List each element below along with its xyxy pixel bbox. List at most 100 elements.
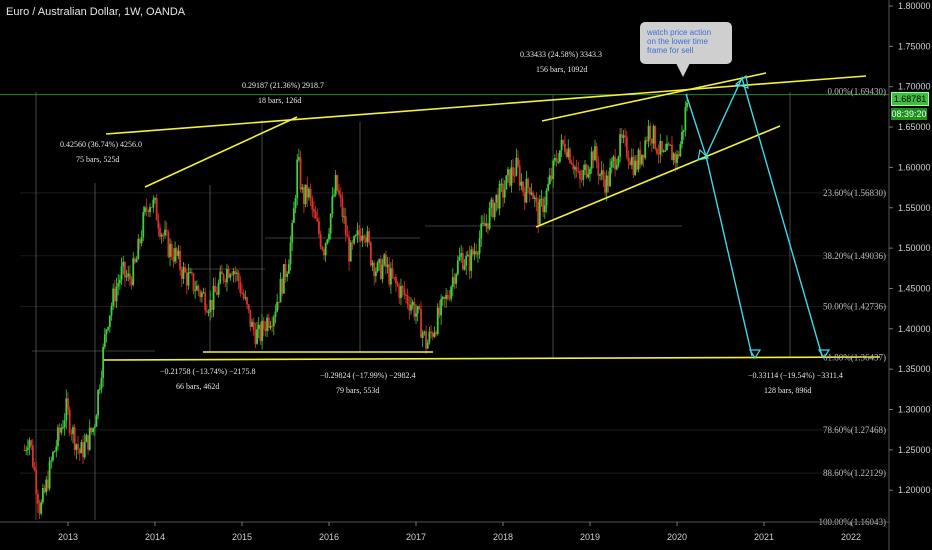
candle-body (455, 274, 458, 284)
candle-body (542, 198, 545, 213)
candle-body (605, 175, 608, 193)
candle-body (353, 236, 355, 244)
y-tick-label: 1.30000 (898, 405, 931, 415)
candle-body (406, 295, 409, 304)
y-tick-label: 1.75000 (898, 41, 931, 51)
candle-body (135, 259, 138, 263)
candle-body (170, 243, 173, 257)
candle-body (80, 442, 83, 454)
candle-body (401, 286, 404, 289)
candle-body (515, 157, 518, 176)
candle-body (52, 452, 54, 461)
candle-body (497, 194, 499, 209)
candle-body (93, 426, 96, 429)
projection-arrowhead (697, 148, 710, 161)
candle-body (33, 466, 36, 470)
candle-body (415, 313, 417, 317)
candle-body (291, 222, 294, 243)
candle-body (349, 242, 352, 262)
candle-body (520, 181, 523, 186)
candle-body (217, 283, 220, 295)
candle-body (490, 199, 493, 209)
candle-body (147, 210, 150, 213)
candle-body (682, 129, 685, 132)
candle-body (259, 324, 262, 342)
candle-body (326, 239, 329, 244)
candle-body (152, 199, 155, 208)
candle-body (256, 329, 258, 344)
callout-note[interactable]: watch price action on the lower time fra… (640, 22, 732, 64)
candle-body (420, 308, 422, 338)
candle-body (343, 216, 345, 218)
candle-body (282, 264, 285, 294)
candle-body (177, 250, 180, 257)
candle-body (269, 325, 272, 328)
candle-body (60, 427, 63, 433)
candle-body (35, 469, 38, 494)
candle-body (67, 398, 69, 410)
candle-body (547, 183, 550, 191)
candle-body (78, 448, 81, 454)
candle-body (47, 479, 49, 489)
candle-body (604, 179, 606, 193)
candle-body (189, 271, 192, 273)
candle-body (313, 209, 315, 212)
candle-body (333, 194, 335, 197)
candle-body (98, 388, 101, 391)
candle-body (145, 207, 148, 211)
candle-body (535, 197, 538, 203)
candle-body (528, 187, 531, 195)
candle-body (460, 253, 463, 257)
candle-body (465, 256, 468, 266)
candle-body (579, 171, 581, 179)
candle-body (543, 205, 546, 213)
candle-body (466, 254, 469, 257)
candle-body (408, 303, 411, 311)
candle-body (57, 427, 59, 447)
candle-body (184, 267, 187, 273)
candle-body (512, 167, 514, 176)
candle-body (62, 427, 64, 429)
x-tick-label: 2019 (580, 532, 600, 542)
candle-body (117, 283, 120, 287)
candle-body (390, 268, 392, 285)
candle-body (197, 285, 200, 292)
candle-body (500, 183, 503, 185)
candle-body (498, 183, 501, 209)
candle-body (318, 221, 320, 234)
candle-body (590, 151, 593, 169)
fib-level-label: 50.00%(1.42736) (823, 302, 886, 312)
candle-body (65, 398, 68, 421)
candle-body (532, 192, 535, 200)
measure-label-bars: 66 bars, 462d (176, 382, 219, 391)
candle-body (174, 248, 176, 262)
candle-body (95, 415, 98, 427)
candle-body (376, 262, 379, 272)
candle-body (155, 198, 158, 221)
candle-body (289, 242, 292, 265)
candle-body (487, 223, 489, 229)
price-axis: 1.80000 1.75000 1.70000 1.65000 1.60000 1.550… (888, 0, 931, 550)
candle-body (58, 427, 61, 433)
candle-body (553, 158, 556, 161)
y-tick-label: 1.60000 (898, 162, 931, 172)
candle-body (405, 294, 407, 296)
candle-body (540, 198, 543, 200)
candle-body (567, 148, 570, 157)
y-tick-label: 1.35000 (898, 364, 931, 374)
candle-body (221, 271, 223, 275)
candle-body (85, 435, 88, 443)
measure-label-values: −0.29824 (−17.99%) −2982.4 (320, 371, 416, 380)
measure-label-values: 0.29187 (21.36%) 2918.7 (242, 81, 324, 90)
candle-body (537, 202, 540, 225)
candle-body (386, 264, 389, 267)
candle-body (200, 292, 203, 298)
candle-body (26, 447, 29, 450)
horizontal-support-line (103, 356, 881, 361)
x-tick-label: 2021 (754, 532, 774, 542)
candle-body (463, 265, 466, 270)
candle-body (661, 141, 663, 152)
candle-body (657, 153, 660, 155)
callout-line: on the lower time (647, 37, 708, 46)
